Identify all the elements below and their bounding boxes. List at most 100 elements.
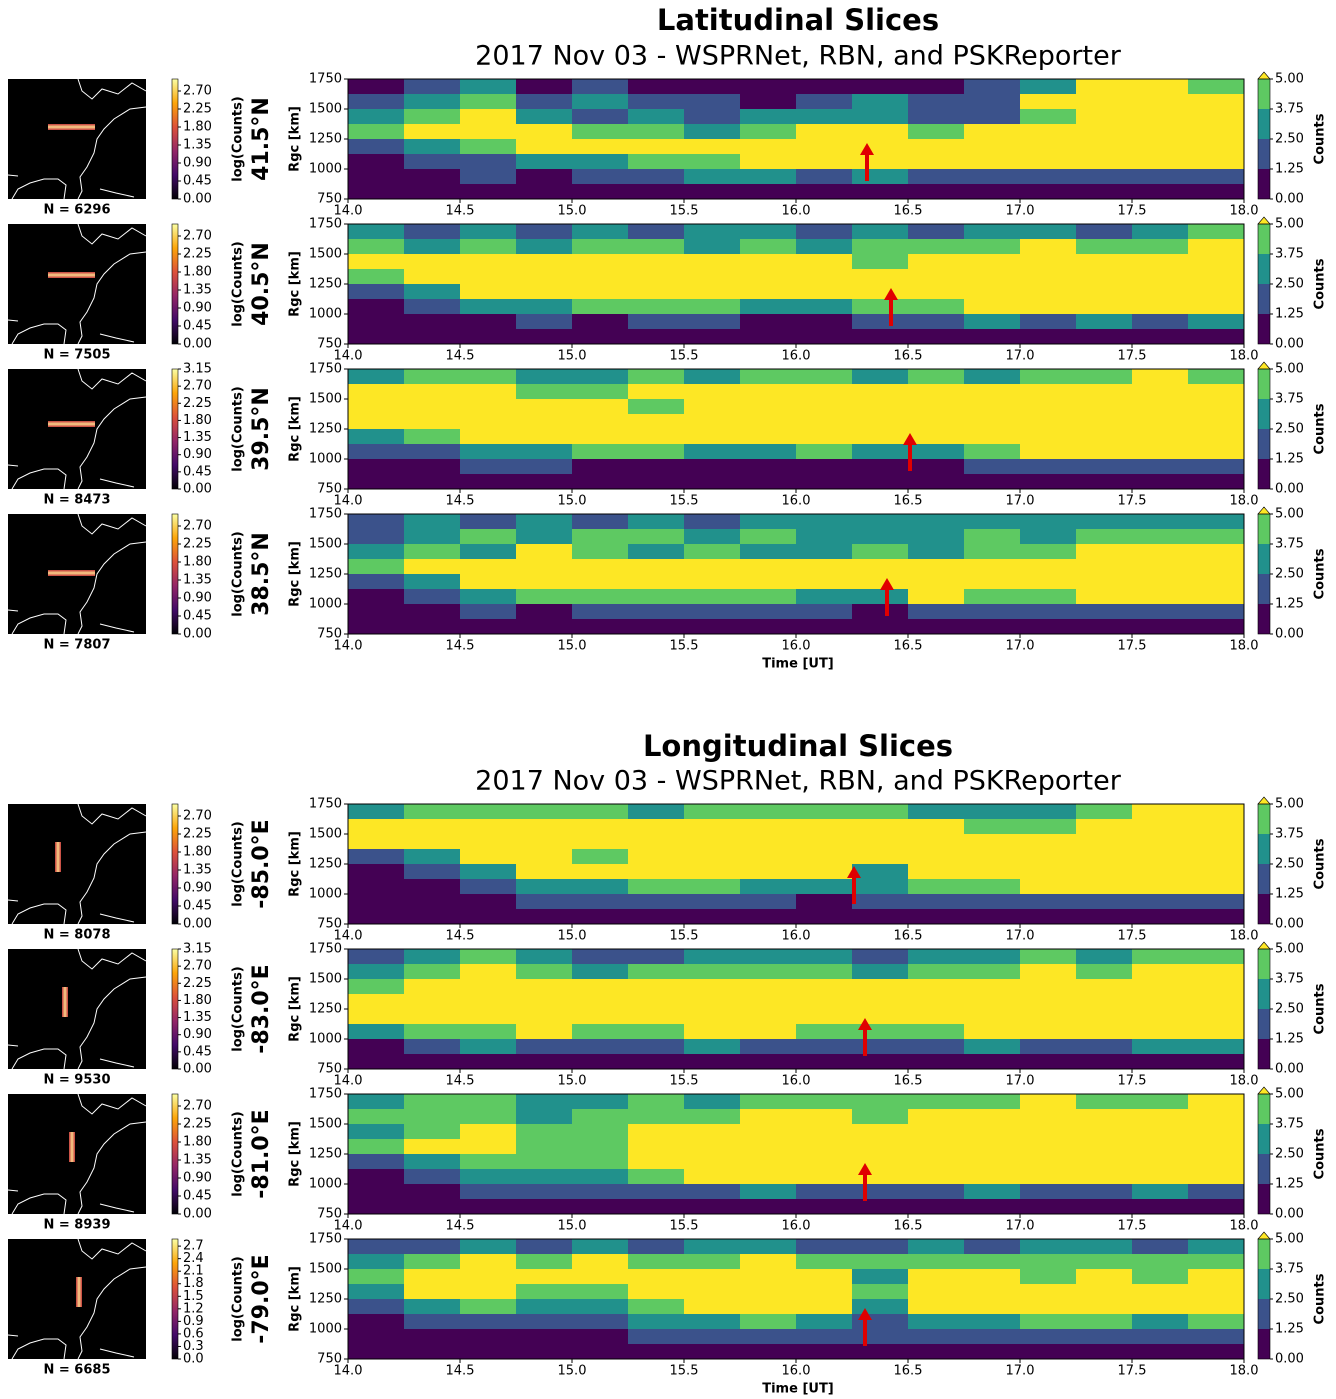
contour-cell bbox=[684, 399, 741, 415]
contour-cell bbox=[628, 94, 685, 110]
contour-cell bbox=[572, 1329, 629, 1345]
contour-cell bbox=[1020, 819, 1077, 835]
contour-cell bbox=[684, 1009, 741, 1025]
contour-cell bbox=[572, 1239, 629, 1255]
y-tick-label: 1000 bbox=[309, 1322, 342, 1337]
contour-cell bbox=[964, 239, 1021, 255]
colorbar-extend bbox=[1257, 216, 1271, 225]
x-tick-label: 15.0 bbox=[558, 929, 587, 944]
contour-cell bbox=[908, 329, 965, 345]
contour-cell bbox=[684, 1329, 741, 1345]
contour-cell bbox=[348, 1009, 405, 1025]
contour-cell bbox=[1076, 619, 1133, 635]
contour-cell bbox=[404, 979, 461, 995]
colorbar-label: Counts bbox=[1313, 548, 1328, 599]
contour-cell bbox=[740, 804, 797, 820]
contour-cell bbox=[1188, 1284, 1245, 1300]
contour-cell bbox=[628, 994, 685, 1010]
contour-cell bbox=[964, 1154, 1021, 1170]
contour-cell bbox=[628, 879, 685, 895]
contour-cell bbox=[1020, 559, 1077, 575]
contour-cell bbox=[908, 1239, 965, 1255]
contour-cell bbox=[628, 834, 685, 850]
contour-cell bbox=[1020, 979, 1077, 995]
contour-cell bbox=[516, 254, 573, 270]
contour-cell bbox=[740, 1199, 797, 1215]
contour-cell bbox=[572, 1094, 629, 1110]
x-tick-label: 17.5 bbox=[1118, 929, 1147, 944]
contour-cell bbox=[1076, 1299, 1133, 1315]
contour-cell bbox=[1020, 1329, 1077, 1345]
contour-cell bbox=[628, 544, 685, 560]
colorbar-tick-label: 3.75 bbox=[1275, 247, 1304, 262]
contour-cell bbox=[460, 819, 517, 835]
contour-cell bbox=[1020, 909, 1077, 925]
contour-cell bbox=[740, 474, 797, 490]
map-background bbox=[8, 949, 146, 1069]
contour-cell bbox=[740, 894, 797, 910]
section-title: Longitudinal Slices bbox=[643, 729, 953, 763]
contour-cell bbox=[404, 299, 461, 315]
contour-cell bbox=[572, 1269, 629, 1285]
contour-cell bbox=[460, 1199, 517, 1215]
contour-cell bbox=[684, 1139, 741, 1155]
contour-cell bbox=[348, 459, 405, 475]
colorbar-segment bbox=[1258, 459, 1270, 489]
contour-cell bbox=[684, 384, 741, 400]
slice-label: 40.5°N bbox=[249, 242, 274, 326]
contour-cell bbox=[796, 574, 853, 590]
contour-cell bbox=[1076, 804, 1133, 820]
contour-cell bbox=[1076, 819, 1133, 835]
contour-cell bbox=[852, 154, 909, 170]
contour-cell bbox=[908, 559, 965, 575]
contour-cell bbox=[516, 269, 573, 285]
map-colorbar-tick-label: 0.3 bbox=[183, 1339, 204, 1354]
contour-cell bbox=[684, 124, 741, 140]
contour-cell bbox=[516, 314, 573, 330]
contour-cell bbox=[1076, 109, 1133, 125]
contour-cell bbox=[348, 284, 405, 300]
contour-cell bbox=[516, 514, 573, 530]
colorbar-tick-label: 3.75 bbox=[1275, 537, 1304, 552]
x-tick-label: 15.0 bbox=[558, 639, 587, 654]
contour-cell bbox=[348, 964, 405, 980]
contour-cell bbox=[460, 1344, 517, 1360]
contour-cell bbox=[460, 474, 517, 490]
contour-cell bbox=[572, 1344, 629, 1360]
x-tick-label: 15.5 bbox=[670, 639, 699, 654]
contour-cell bbox=[1076, 879, 1133, 895]
contour-cell bbox=[964, 314, 1021, 330]
contour-cell bbox=[684, 1154, 741, 1170]
x-tick-label: 14.0 bbox=[334, 494, 363, 509]
contour-cell bbox=[404, 184, 461, 200]
contour-cell bbox=[628, 804, 685, 820]
contour-cell bbox=[908, 124, 965, 140]
y-tick-label: 1500 bbox=[309, 537, 342, 552]
contour-cell bbox=[796, 604, 853, 620]
contour-cell bbox=[348, 269, 405, 285]
contour-cell bbox=[796, 314, 853, 330]
contour-cell bbox=[908, 1254, 965, 1270]
contour-cell bbox=[964, 79, 1021, 95]
contour-cell bbox=[796, 384, 853, 400]
contour-cell bbox=[908, 1039, 965, 1055]
contour-cell bbox=[404, 1184, 461, 1200]
contour-cell bbox=[1132, 414, 1189, 430]
map-colorbar-tick-label: 2.1 bbox=[183, 1264, 204, 1279]
contour-cell bbox=[908, 184, 965, 200]
contour-cell bbox=[1132, 804, 1189, 820]
contour-cell bbox=[1076, 384, 1133, 400]
contour-cell bbox=[404, 604, 461, 620]
contour-cell bbox=[404, 514, 461, 530]
slice-label: -79.0°E bbox=[249, 1254, 274, 1343]
contour-cell bbox=[796, 1024, 853, 1040]
contour-cell bbox=[404, 864, 461, 880]
section-title: Latitudinal Slices bbox=[657, 3, 939, 37]
contour-cell bbox=[1020, 1139, 1077, 1155]
colorbar-tick-label: 0.00 bbox=[1275, 627, 1304, 642]
contour-cell bbox=[572, 474, 629, 490]
contour-cell bbox=[684, 224, 741, 240]
contour-cell bbox=[628, 1184, 685, 1200]
contour-cell bbox=[964, 269, 1021, 285]
